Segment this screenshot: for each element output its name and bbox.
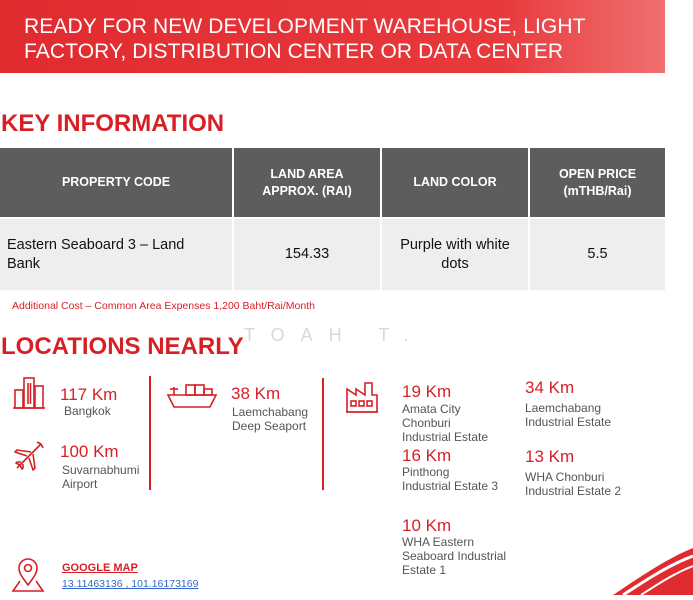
factory-icon [344,379,380,415]
google-map-link[interactable]: GOOGLE MAP [62,562,138,574]
laemchabang-ie-distance: 34 Km [525,378,575,397]
google-map-coordinates-link[interactable]: 13.11463136 , 101.16173169 [62,578,199,590]
pinthong-distance: 16 Km [402,446,452,465]
seaport-distance: 38 Km [231,384,281,403]
divider [149,376,151,490]
header-land-color: LAND COLOR [381,148,530,218]
key-information-heading: KEY INFORMATION [1,110,225,137]
laemchabang-ie-label: Laemchabang Industrial Estate [525,401,612,429]
header-land-area: LAND AREA APPROX. (RAI) [233,148,382,218]
cell-land-area: 154.33 [233,217,382,290]
seaport-label: Laemchabang Deep Seaport [232,405,309,433]
airplane-icon [11,438,47,474]
wha-chonburi-label: WHA Chonburi Industrial Estate 2 [525,470,622,498]
additional-cost-note: Additional Cost – Common Area Expenses 1… [12,300,315,312]
divider [322,378,324,490]
bangkok-distance: 117 Km [60,385,118,404]
wha-chonburi-distance: 13 Km [525,447,575,466]
title-banner: READY FOR NEW DEVELOPMENT WAREHOUSE, LIG… [0,0,665,73]
key-information-table: PROPERTY CODE LAND AREA APPROX. (RAI) LAN… [0,148,665,290]
cargo-ship-icon [166,381,218,409]
bangkok-label: Bangkok [64,404,111,418]
table-row: Eastern Seaboard 3 – Land Bank 154.33 Pur… [0,217,665,290]
header-property-code: PROPERTY CODE [0,148,234,218]
banner-title-line2: FACTORY, DISTRIBUTION CENTER OR DATA CEN… [24,40,564,63]
city-buildings-icon [11,374,47,410]
cell-open-price: 5.5 [529,217,665,290]
banner-title: READY FOR NEW DEVELOPMENT WAREHOUSE, LIG… [24,14,644,64]
cell-land-color: Purple with white dots [381,217,530,290]
pinthong-label: Pinthong Industrial Estate 3 [402,465,499,493]
cell-property-code: Eastern Seaboard 3 – Land Bank [0,217,234,290]
watermark: TOAH T. [244,325,425,345]
wha-eastern-distance: 10 Km [402,516,452,535]
wha-eastern-label: WHA Eastern Seaboard Industrial Estate 1 [402,535,507,577]
corner-swoosh-decoration [613,540,693,600]
table-header-row: PROPERTY CODE LAND AREA APPROX. (RAI) LAN… [0,148,665,218]
banner-title-line1: READY FOR NEW DEVELOPMENT WAREHOUSE, LIG… [24,15,586,38]
locations-heading: LOCATIONS NEARLY [1,333,244,360]
airport-label: Suvarnabhumi Airport [62,463,140,491]
amata-distance: 19 Km [402,382,452,401]
map-pin-icon [10,557,46,595]
header-open-price: OPEN PRICE (mTHB/Rai) [529,148,665,218]
amata-label: Amata City Chonburi Industrial Estate [402,402,489,444]
airport-distance: 100 Km [60,442,119,461]
